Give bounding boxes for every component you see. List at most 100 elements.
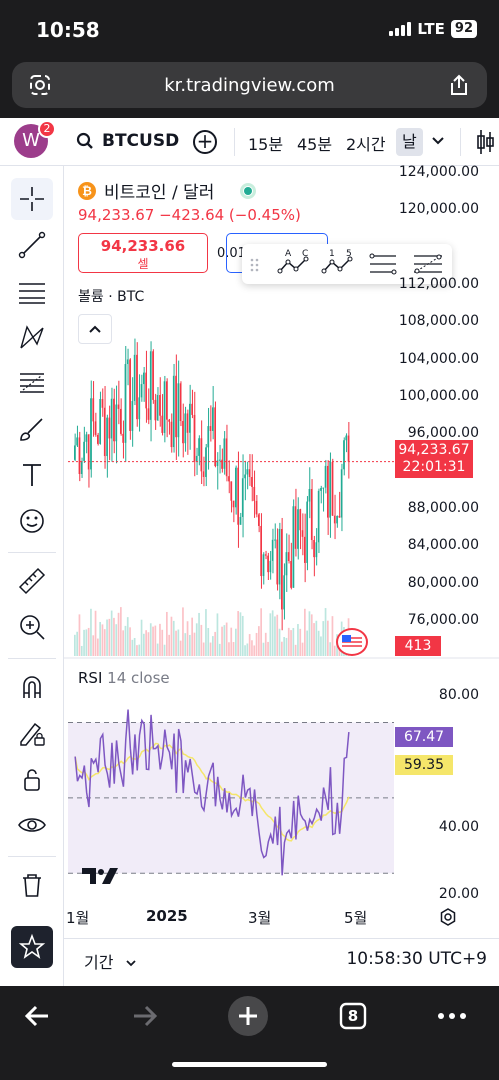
pattern-tool[interactable]: [11, 316, 53, 358]
price-axis-label: 104,000.00: [398, 351, 479, 367]
measure-tool[interactable]: [11, 560, 53, 602]
lock-drawing-tool[interactable]: [11, 712, 53, 754]
candle-body: [225, 438, 228, 477]
fib-channel-icon[interactable]: [369, 253, 397, 275]
candle-body: [193, 414, 196, 462]
more-icon[interactable]: [432, 996, 472, 1036]
address-bar[interactable]: kr.tradingview.com: [12, 62, 487, 108]
forward-arrow-icon[interactable]: [124, 996, 164, 1036]
tabs-button[interactable]: 8: [335, 998, 371, 1034]
volume-bar: [106, 619, 108, 656]
wave-label-5: 5: [346, 249, 352, 259]
sell-button[interactable]: 94,233.66 셀: [78, 233, 208, 273]
volume-bar: [90, 608, 92, 656]
rsi-line: [74, 709, 350, 876]
candle-body: [333, 515, 336, 524]
volume-bar: [133, 637, 136, 656]
candle-body: [189, 403, 191, 433]
battery-icon: 92: [450, 20, 477, 38]
chevron-down-icon[interactable]: [432, 136, 444, 146]
parallel-lines-icon: [19, 283, 45, 304]
fib-extension-icon[interactable]: [414, 254, 442, 274]
volume-bar: [74, 634, 76, 656]
divider: [460, 128, 461, 156]
watchlist-star-button[interactable]: [11, 926, 53, 968]
magnet-tool[interactable]: [11, 666, 53, 708]
date-range-button[interactable]: 기간: [84, 949, 137, 973]
volume-bar: [214, 631, 216, 656]
price-chart-canvas[interactable]: [64, 166, 499, 911]
fib-tool[interactable]: [11, 362, 53, 404]
timeframe-2h[interactable]: 2시간: [346, 135, 386, 154]
timeframe-day[interactable]: 날: [396, 128, 423, 156]
candle-body: [221, 459, 223, 469]
volume-bar: [304, 608, 306, 656]
candle-body: [228, 476, 230, 482]
volume-bar: [179, 640, 182, 656]
price-axis-label: 112,000.00: [398, 276, 479, 292]
tradingview-logo[interactable]: [82, 866, 118, 886]
candle-chart-type-icon[interactable]: [475, 128, 495, 156]
us-flag-icon[interactable]: [336, 628, 368, 656]
candle-body: [113, 398, 115, 442]
horizontal-lines-tool[interactable]: [11, 270, 53, 312]
new-tab-icon[interactable]: [228, 996, 268, 1036]
zoom-tool[interactable]: [11, 606, 53, 648]
candle-body: [294, 506, 297, 549]
candle-body: [131, 401, 134, 431]
lock-all-tool[interactable]: [11, 758, 53, 800]
drag-handle-icon[interactable]: [250, 258, 259, 272]
candle-body: [85, 434, 88, 442]
candle-body: [129, 359, 131, 431]
volume-bar: [177, 629, 180, 656]
text-tool[interactable]: [11, 454, 53, 496]
sell-label: 셀: [137, 257, 149, 271]
divider: [8, 658, 56, 659]
emoji-tool[interactable]: [11, 500, 53, 542]
abcd-pattern-icon[interactable]: A C: [277, 249, 309, 274]
text-icon: [23, 464, 41, 486]
volume-bar: [103, 629, 106, 656]
pattern-icon: [20, 325, 44, 349]
page-settings-icon[interactable]: [28, 73, 52, 97]
back-arrow-icon[interactable]: [18, 996, 58, 1036]
volume-bar: [262, 642, 265, 656]
avatar[interactable]: W 2: [14, 120, 56, 158]
timeframe-45m[interactable]: 45분: [297, 135, 333, 154]
candle-body: [310, 489, 313, 541]
candle-body: [156, 395, 159, 421]
collapse-legend-button[interactable]: [78, 314, 112, 344]
compare-add-button[interactable]: +: [193, 130, 217, 154]
candle-body: [152, 351, 154, 400]
market-open-icon: [240, 182, 257, 199]
settings-icon[interactable]: [438, 907, 458, 927]
delete-drawings-tool[interactable]: [11, 864, 53, 906]
candle-body: [90, 398, 92, 470]
brush-tool[interactable]: [11, 408, 53, 450]
candle-body: [138, 397, 141, 420]
volume-bar: [322, 621, 325, 656]
symbol-label: BTCUSD: [102, 131, 180, 151]
timeframe-15m[interactable]: 15분: [248, 135, 284, 154]
time-axis-label: 5월: [344, 909, 368, 927]
time-axis[interactable]: 1월 2025 3월 5월: [64, 905, 499, 931]
crosshair-tool[interactable]: [11, 178, 53, 220]
volume-bar: [255, 632, 258, 656]
elliott-wave-icon[interactable]: 1 5: [321, 249, 353, 274]
symbol-legend: ₿ 비트코인 / 달러: [78, 178, 257, 203]
hide-drawings-tool[interactable]: [11, 804, 53, 846]
candle-body: [136, 354, 138, 420]
trend-line-tool[interactable]: [11, 224, 53, 266]
volume-bar: [253, 645, 256, 656]
candle-body: [338, 515, 341, 518]
price-axis-label: 124,000.00: [398, 164, 479, 180]
candle-body: [336, 515, 338, 524]
volume-bar: [154, 625, 157, 656]
timezone-clock[interactable]: 10:58:30 UTC+9: [346, 949, 487, 969]
chart-pane[interactable]: ₿ 비트코인 / 달러 94,233.67 −423.64 (−0.45%) 9…: [64, 164, 499, 911]
price-axis-label: 120,000.00: [398, 201, 479, 217]
symbol-search[interactable]: BTCUSD: [76, 131, 179, 151]
url-text[interactable]: kr.tradingview.com: [164, 75, 335, 96]
candle-body: [218, 459, 221, 461]
share-icon[interactable]: [447, 73, 471, 97]
